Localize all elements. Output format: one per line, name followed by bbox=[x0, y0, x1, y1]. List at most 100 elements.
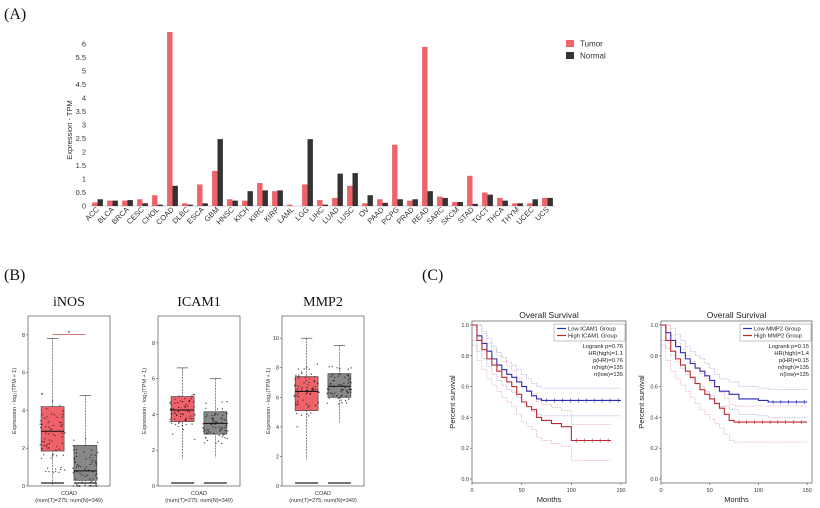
boxplot-point bbox=[226, 437, 228, 440]
boxplot-point bbox=[212, 418, 214, 421]
boxplot-point bbox=[75, 455, 78, 458]
boxplot-point bbox=[341, 394, 343, 397]
boxplot-xlabel-icam1: COAD bbox=[191, 491, 207, 497]
boxplot-point bbox=[307, 406, 309, 408]
bar-normal-tgct bbox=[487, 194, 493, 206]
boxplot-point bbox=[191, 395, 193, 397]
bar-normal-lgg bbox=[307, 139, 313, 206]
boxplot-ytick-icam1-4: 8 bbox=[152, 341, 155, 347]
boxplot-xsublabel-mmp2: (num(T)=275; num(N)=349) bbox=[289, 498, 357, 504]
bar-chart-x-tick-kich: KICH bbox=[232, 205, 251, 224]
boxplot-title-mmp2: MMP2 bbox=[303, 295, 343, 310]
boxplot-points-icam1-tumor bbox=[169, 393, 196, 441]
legend-swatch-normal bbox=[566, 52, 574, 59]
boxplot-point bbox=[347, 398, 350, 400]
boxplot-ytick-icam1-1: 2 bbox=[152, 448, 155, 454]
boxplot-point bbox=[205, 402, 207, 404]
boxplot-point bbox=[64, 432, 66, 434]
boxplot-point bbox=[339, 373, 342, 376]
boxplot-point bbox=[48, 442, 51, 445]
boxplot-point bbox=[169, 420, 171, 423]
bar-chart-y-tick-2: 1 bbox=[82, 175, 86, 184]
boxplot-point bbox=[41, 423, 43, 426]
survival-legend-label-icam1-1: High ICAM1 Group bbox=[568, 334, 617, 340]
boxplot-point bbox=[297, 391, 299, 393]
boxplot-point bbox=[295, 403, 297, 405]
boxplot-point bbox=[179, 400, 182, 402]
boxplot-point bbox=[302, 399, 304, 401]
bar-tumor-coad bbox=[167, 32, 173, 206]
boxplot-point bbox=[310, 373, 313, 375]
boxplot-point bbox=[75, 452, 77, 454]
boxplot-point bbox=[306, 366, 308, 369]
survival-stat-mmp2-4: n(low)=135 bbox=[780, 372, 809, 378]
boxplot-point bbox=[46, 408, 48, 410]
boxplot-icam1: ICAM1 0 2 4 6 8 Expression - log₂(TPM + 1) COAD… bbox=[142, 295, 241, 504]
boxplot-point bbox=[172, 408, 174, 410]
boxplot-point bbox=[215, 442, 217, 444]
survival-curve-mmp2-high bbox=[661, 324, 808, 423]
survival-stat-mmp2-1: HR(high)=1.4 bbox=[774, 351, 809, 357]
survival-xtick-icam1-3: 150 bbox=[616, 488, 625, 494]
bar-tumor-ov bbox=[362, 203, 368, 206]
bar-tumor-kirc bbox=[257, 183, 263, 206]
boxplot-point bbox=[203, 442, 206, 444]
boxplot-point bbox=[61, 436, 63, 438]
boxplot-point bbox=[293, 384, 296, 387]
boxplot-point bbox=[333, 385, 335, 388]
boxplot-point bbox=[50, 457, 52, 459]
boxplot-point bbox=[178, 409, 180, 412]
boxplot-point bbox=[206, 414, 208, 416]
boxplot-point bbox=[81, 474, 83, 476]
boxplot-point bbox=[62, 410, 65, 412]
boxplot-point bbox=[221, 436, 224, 438]
survival-frame-mmp2 bbox=[660, 320, 813, 484]
boxplot-point bbox=[46, 444, 48, 446]
boxplot-point bbox=[347, 382, 350, 384]
bar-tumor-lihc bbox=[317, 200, 323, 206]
boxplot-point bbox=[333, 392, 336, 394]
boxplot-point bbox=[343, 376, 346, 378]
boxplot-point bbox=[298, 374, 300, 376]
boxplot-point bbox=[188, 400, 191, 403]
boxplot-point bbox=[94, 481, 97, 483]
boxplot-point bbox=[180, 412, 182, 415]
bar-tumor-laml bbox=[287, 204, 293, 206]
boxplot-xlabel-inos: COAD bbox=[61, 491, 77, 497]
boxplot-point bbox=[337, 397, 340, 400]
boxplot-point bbox=[215, 422, 218, 424]
survival-ytick-mmp2-4: 0.8 bbox=[650, 354, 658, 360]
boxplot-point bbox=[337, 373, 340, 375]
survival-legend-icam1 bbox=[553, 323, 626, 342]
bar-tumor-blca bbox=[107, 200, 113, 206]
boxplot-point bbox=[226, 412, 228, 415]
boxplot-point bbox=[170, 413, 173, 416]
bar-tumor-gbm bbox=[212, 170, 218, 206]
survival-ytick-icam1-3: 0.6 bbox=[461, 385, 469, 391]
legend-label-normal: Normal bbox=[580, 52, 606, 61]
boxplot-point bbox=[220, 417, 222, 419]
boxplot-point bbox=[212, 420, 214, 423]
boxplot-point bbox=[307, 384, 309, 386]
boxplot-point bbox=[207, 430, 209, 432]
boxplot-point bbox=[308, 377, 310, 379]
boxplot-ytick-inos-0: 0 bbox=[22, 484, 25, 490]
boxplot-point bbox=[51, 454, 54, 457]
boxplot-points-inos-normal bbox=[72, 438, 99, 487]
survival-frame-icam1 bbox=[471, 320, 627, 484]
boxplot-point bbox=[306, 391, 308, 394]
survival-xtick-icam1-0: 0 bbox=[470, 488, 473, 494]
boxplot-point bbox=[194, 438, 196, 441]
boxplot-point bbox=[184, 397, 186, 400]
boxplot-point bbox=[203, 430, 205, 433]
boxplot-ytick-inos-2: 4 bbox=[22, 408, 25, 414]
boxplot-point bbox=[211, 423, 213, 426]
survival-legend-label-mmp2-0: Low MMP2 Group bbox=[754, 327, 801, 333]
bar-normal-skcm bbox=[457, 201, 463, 206]
boxplot-point bbox=[75, 449, 78, 451]
boxplot-point bbox=[47, 421, 50, 423]
boxplot-point bbox=[83, 451, 86, 453]
boxplot-point bbox=[177, 406, 180, 409]
bar-chart-y-tick-8: 4 bbox=[82, 94, 86, 103]
bar-chart-y-tick-6: 3 bbox=[82, 121, 86, 130]
